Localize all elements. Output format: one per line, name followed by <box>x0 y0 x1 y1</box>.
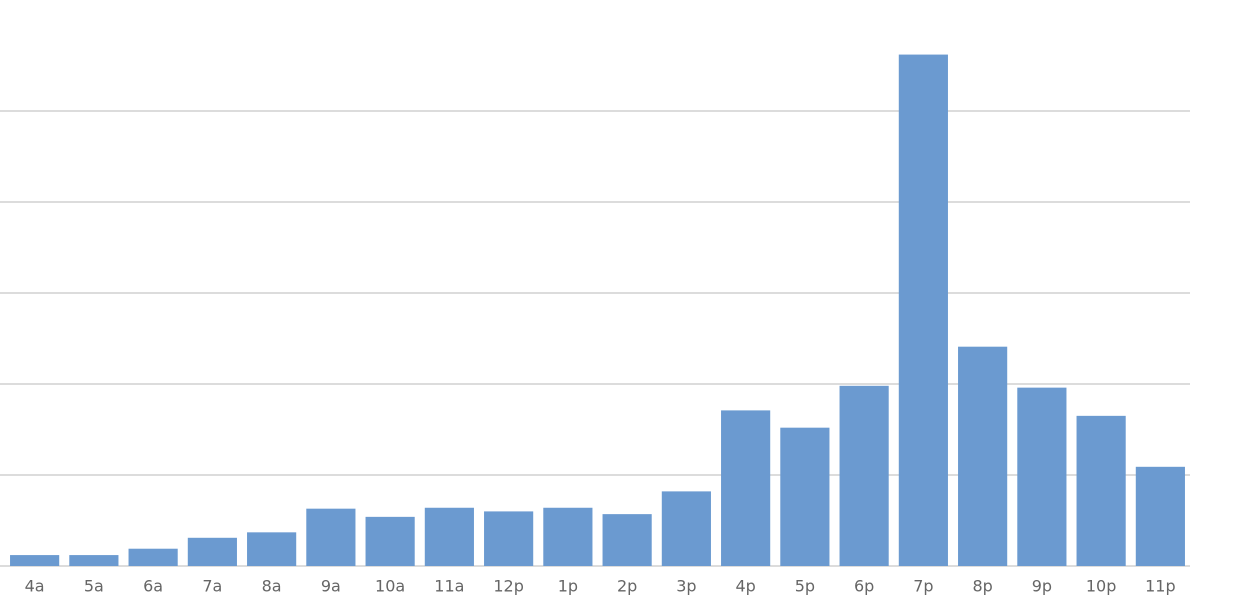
x-tick-label: 11a <box>434 577 464 596</box>
x-tick-label: 5a <box>84 577 104 596</box>
bar <box>1135 466 1185 566</box>
x-tick-label: 8p <box>972 577 992 596</box>
bar <box>602 514 652 566</box>
x-tick-label: 6a <box>143 577 163 596</box>
x-tick-label: 6p <box>854 577 874 596</box>
x-tick-label: 7a <box>202 577 222 596</box>
bar <box>1076 415 1126 566</box>
bar <box>424 507 474 566</box>
x-tick-label: 4p <box>735 577 755 596</box>
x-tick-label: 7p <box>913 577 933 596</box>
bar <box>898 54 948 567</box>
bar <box>958 346 1008 566</box>
x-tick-label: 9a <box>321 577 341 596</box>
bar <box>128 548 178 566</box>
x-tick-label: 12p <box>493 577 524 596</box>
bar <box>187 537 237 566</box>
bar <box>1017 387 1067 566</box>
x-tick-label: 3p <box>676 577 696 596</box>
x-tick-label: 1p <box>558 577 578 596</box>
bar <box>306 508 356 566</box>
bar <box>365 516 415 566</box>
bar <box>721 410 771 566</box>
x-tick-label: 5p <box>795 577 815 596</box>
bar <box>780 427 830 566</box>
bar <box>543 507 593 566</box>
bar <box>839 385 889 566</box>
bar <box>10 555 60 566</box>
bar <box>661 491 711 566</box>
x-tick-label: 4a <box>25 577 45 596</box>
x-tick-label: 9p <box>1032 577 1052 596</box>
x-tick-label: 10a <box>375 577 405 596</box>
bar <box>69 555 119 566</box>
x-tick-label: 8a <box>262 577 282 596</box>
bar <box>484 511 534 566</box>
bar <box>247 532 297 566</box>
x-tick-label: 2p <box>617 577 637 596</box>
x-tick-label: 10p <box>1086 577 1117 596</box>
x-tick-label: 11p <box>1145 577 1176 596</box>
